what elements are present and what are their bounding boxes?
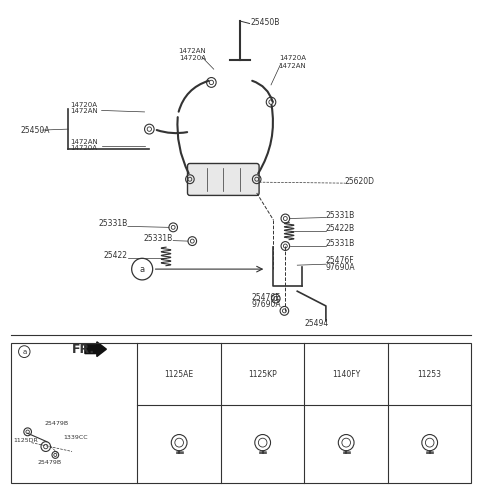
Text: 1472AN: 1472AN: [71, 108, 98, 114]
Text: 25476E: 25476E: [252, 292, 281, 301]
Text: a: a: [140, 265, 145, 274]
Text: 11253: 11253: [418, 370, 442, 378]
Text: 25331B: 25331B: [326, 239, 355, 248]
Text: 25331B: 25331B: [98, 219, 128, 228]
Text: 14720A: 14720A: [71, 145, 97, 151]
Text: 14720A: 14720A: [179, 55, 206, 61]
Text: 25620D: 25620D: [345, 177, 375, 186]
Text: 25494: 25494: [304, 319, 329, 328]
Text: 14720A: 14720A: [279, 55, 306, 61]
Text: a: a: [22, 349, 26, 355]
Text: 1472AN: 1472AN: [71, 139, 98, 145]
Text: 25450B: 25450B: [251, 17, 280, 27]
Text: 1125AE: 1125AE: [165, 370, 194, 378]
FancyBboxPatch shape: [188, 164, 259, 196]
Text: 1339CC: 1339CC: [63, 435, 88, 440]
FancyArrow shape: [85, 342, 107, 357]
Text: 1140FY: 1140FY: [332, 370, 360, 378]
Text: 1472AN: 1472AN: [278, 63, 306, 69]
Text: 97690A: 97690A: [326, 263, 356, 272]
Text: 25479B: 25479B: [44, 421, 68, 426]
Text: 1125KP: 1125KP: [248, 370, 277, 378]
Text: 14720A: 14720A: [71, 102, 97, 108]
Text: 25450A: 25450A: [21, 125, 50, 134]
Text: FR.: FR.: [72, 343, 95, 356]
Text: 25422B: 25422B: [326, 224, 355, 233]
Text: 1125DR: 1125DR: [13, 438, 38, 443]
Text: 25331B: 25331B: [326, 210, 355, 219]
Text: 1472AN: 1472AN: [179, 48, 206, 54]
Bar: [11, 343, 471, 483]
Text: 97690A: 97690A: [252, 300, 282, 309]
Text: 25479B: 25479B: [37, 460, 61, 465]
Text: 25331B: 25331B: [144, 234, 173, 243]
Text: 25422: 25422: [104, 251, 128, 260]
Text: 25476F: 25476F: [326, 256, 355, 265]
